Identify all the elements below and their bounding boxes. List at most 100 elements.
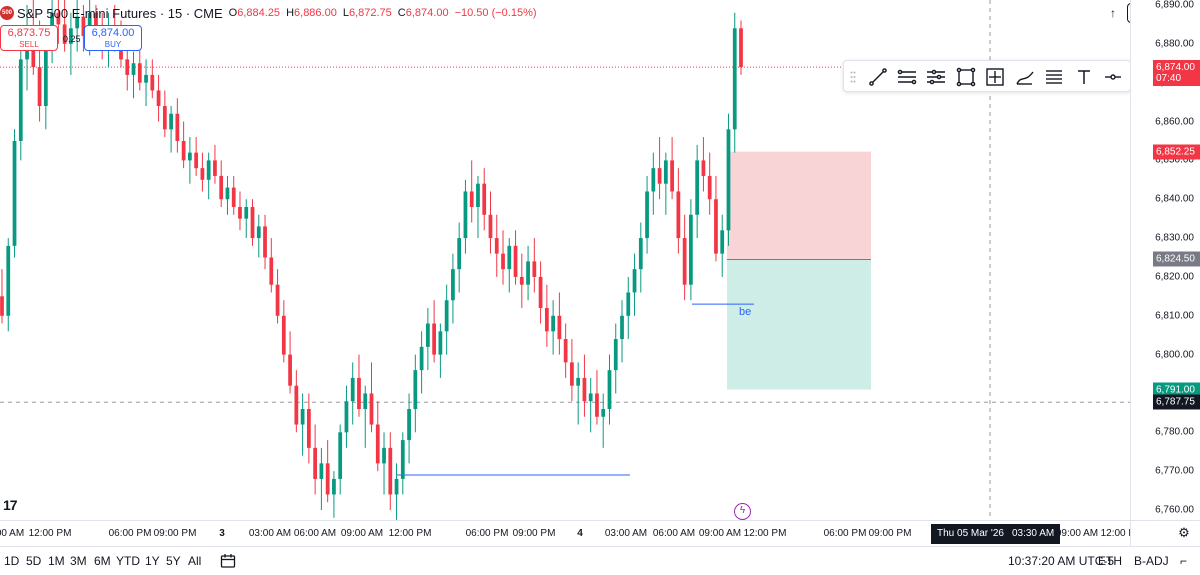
candle-body [482,183,487,215]
candle-body [156,90,161,106]
stop-loss-zone [727,151,871,260]
candlestick-chart[interactable] [0,0,1130,520]
candle-body [488,214,493,239]
range-button-all[interactable]: All [188,554,202,568]
tradingview-logo[interactable]: 17 [3,497,18,513]
candle-body [407,409,411,441]
chart-area[interactable] [0,0,1130,520]
last-price-tag: 6,874.00 07:40 [1153,60,1200,87]
ohlc-open: O6,884.25 [228,7,281,19]
price-tick-label: 6,830.00 [1155,232,1194,244]
arrow-up-icon[interactable]: ↑ [1110,6,1116,20]
rectangle-icon[interactable] [956,67,976,87]
candle-body [144,74,148,83]
candle-body [181,140,186,161]
candle-body [463,191,468,239]
candle-body [438,331,443,355]
bottom-toolbar: 10:37:20 AM UTC-5 ETH B-ADJ ⌐ 1D 5D 1M 3M 6M… [0,546,1200,575]
scale-settings-icon[interactable]: ⚙ [1178,525,1190,540]
range-button-3m[interactable]: 3M [70,554,87,568]
price-tick-label: 6,800.00 [1155,349,1194,361]
price-tick-label: 6,810.00 [1155,310,1194,322]
candle-body [689,214,693,285]
horizontal-ray-icon[interactable] [1103,67,1123,87]
adjust-button[interactable]: B-ADJ [1134,554,1169,568]
candle-body [469,191,474,207]
text-icon[interactable] [1074,67,1094,87]
candle-body [695,160,700,215]
candle-body [601,409,606,417]
candle-body [162,106,167,130]
candle-body [651,168,656,192]
candle-body [739,28,743,68]
price-tick-label: 6,880.00 [1155,38,1194,50]
trend-line-icon[interactable] [868,67,888,87]
add-alert-icon[interactable]: + [1133,396,1147,410]
candle-body [676,191,681,239]
candle-body [444,300,449,332]
candle-body [419,346,424,371]
candle-body [707,175,712,200]
session-button[interactable]: ETH [1098,554,1122,568]
candle-body [0,296,4,316]
lightning-icon[interactable]: ϟ [734,503,751,520]
candle-body [714,199,718,254]
candle-body [632,269,637,293]
time-tick-label: 09:00 PM [868,528,912,539]
entry-price-tag: 6,824.50 [1153,251,1200,267]
fib-icon[interactable] [1044,67,1064,87]
range-button-1y[interactable]: 1Y [145,554,160,568]
candle-body [538,276,543,308]
candle-body [338,432,343,479]
grip-icon[interactable] [850,71,856,83]
time-tick-label: 03:00 AM [248,528,292,539]
clock[interactable]: 10:37:20 AM UTC-5 [1008,554,1115,568]
target-price-tag: 6,791.00 [1153,382,1200,398]
candle-body [726,129,731,231]
range-button-1m[interactable]: 1M [48,554,65,568]
candle-body [382,447,386,464]
range-button-5d[interactable]: 5D [26,554,42,568]
buy-button[interactable]: 6,874.00 BUY [84,25,142,51]
price-scale[interactable]: 6,890.006,880.006,870.006,860.006,850.00… [1130,0,1200,520]
candle-body [657,168,662,184]
collapse-icon[interactable]: ⌐ [1180,554,1188,568]
candle-body [394,478,399,495]
buy-label: BUY [104,40,122,49]
price-tick-label: 6,850.00 [1155,154,1194,166]
range-button-ytd[interactable]: YTD [116,554,140,568]
time-tick-label: 09:00 PM [512,528,556,539]
candle-body [588,393,593,402]
sell-button[interactable]: 6,873.75 SELL [0,25,58,51]
price-range-icon[interactable] [985,67,1005,87]
symbol-logo-icon[interactable]: 500 [0,6,14,20]
pitchfork-icon[interactable] [926,67,946,87]
sell-label: SELL [19,40,39,49]
range-button-6m[interactable]: 6M [94,554,111,568]
candle-body [701,160,706,176]
candle-body [12,140,17,246]
be-annotation[interactable]: be [739,306,752,318]
parallel-channel-icon[interactable] [897,67,917,87]
candle-body [213,160,217,176]
candle-body [544,308,549,332]
price-tick-label: 6,890.00 [1155,0,1194,11]
time-tick-label: 09:00 AM [340,528,384,539]
range-button-5y[interactable]: 5Y [166,554,181,568]
candle-body [732,28,737,130]
candle-body [451,269,455,301]
time-tick-label: 06:00 PM [823,528,867,539]
range-button-1d[interactable]: 1D [4,554,20,568]
crosshair-time-label: Thu 05 Mar '26 03:30 AM [931,524,1061,544]
symbol-title[interactable]: S&P 500 E-mini Futures · 15 · CME [17,5,223,21]
candle-body [357,377,361,409]
candle-body [206,160,211,180]
brush-icon[interactable] [1015,67,1035,87]
candle-body [319,463,324,479]
candle-body [670,160,674,192]
candle-body [557,315,562,340]
candle-body [313,447,318,479]
candle-body [87,12,92,37]
calendar-icon[interactable] [220,553,236,569]
